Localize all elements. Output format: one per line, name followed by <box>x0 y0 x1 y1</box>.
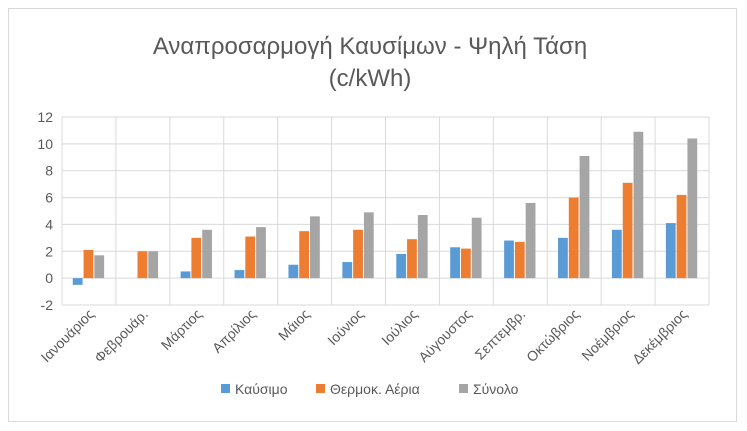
x-tick-label: Οκτώβριος <box>523 306 582 365</box>
bar <box>72 278 83 285</box>
legend-label: Καύσιμο <box>235 381 288 397</box>
bar <box>687 138 698 279</box>
y-tick-label: 12 <box>37 109 53 125</box>
bar <box>256 227 266 279</box>
bar <box>471 217 482 279</box>
chart-title: Αναπροσαρμογή Καυσίμων - Ψηλή Τάση <box>153 33 587 60</box>
bar <box>417 215 428 279</box>
bar <box>234 270 245 279</box>
x-tick-label: Δεκέμβριος <box>629 306 690 367</box>
x-tick-label: Απρίλιος <box>209 306 259 356</box>
bar <box>665 223 676 279</box>
bar <box>676 194 687 279</box>
bar <box>396 253 407 279</box>
fuel-adjustment-chart: Αναπροσαρμογή Καυσίμων - Ψηλή Τάση (c/kW… <box>37 33 710 397</box>
bar <box>558 237 568 279</box>
y-axis-tick-labels: -2 0 2 4 6 8 10 12 <box>37 109 53 313</box>
y-tick-label: 6 <box>45 190 53 206</box>
bar <box>180 271 191 279</box>
bar <box>148 251 159 279</box>
legend-label: Σύνολο <box>473 381 519 397</box>
bar <box>363 212 374 279</box>
bar <box>245 236 256 279</box>
bar <box>504 240 514 279</box>
y-tick-label: -2 <box>41 297 54 313</box>
x-tick-label: Ιανουάριος <box>38 306 98 366</box>
gridlines <box>61 116 710 306</box>
bar <box>525 202 536 279</box>
bar <box>450 247 460 279</box>
bar <box>137 251 148 279</box>
x-tick-label: Μάρτιος <box>158 306 205 353</box>
bar <box>407 239 417 279</box>
bars <box>72 131 698 285</box>
bar <box>460 248 471 279</box>
chart-frame: Αναπροσαρμογή Καυσίμων - Ψηλή Τάση (c/kW… <box>8 8 737 422</box>
y-tick-label: 0 <box>45 270 53 286</box>
bar <box>353 229 363 279</box>
bar <box>310 216 320 279</box>
bar <box>191 237 202 279</box>
chart-subtitle: (c/kWh) <box>329 65 412 92</box>
bar <box>94 255 105 279</box>
y-tick-label: 8 <box>45 163 53 179</box>
bar <box>514 241 525 279</box>
bar <box>611 229 622 279</box>
bar <box>342 262 353 279</box>
x-tick-label: Φεβρουάρ. <box>91 306 151 366</box>
legend-label: Θερμοκ. Αέρια <box>330 381 420 397</box>
x-tick-label: Ιούνιος <box>324 306 367 349</box>
bar <box>299 231 310 279</box>
bar <box>202 229 212 279</box>
x-tick-label: Σεπτεμβρ. <box>472 306 529 363</box>
x-tick-label: Μάιος <box>275 306 313 344</box>
legend: Καύσιμο Θερμοκ. Αέρια Σύνολο <box>221 381 519 397</box>
legend-swatch <box>459 384 468 393</box>
x-tick-label: Αύγουστος <box>415 306 475 366</box>
y-tick-label: 2 <box>45 243 53 259</box>
bar <box>83 249 94 279</box>
legend-swatch <box>221 384 230 393</box>
y-tick-label: 10 <box>37 136 53 152</box>
bar <box>633 131 644 279</box>
bar <box>568 197 579 279</box>
bar <box>622 182 633 279</box>
x-tick-label: Ιούλιος <box>378 306 421 349</box>
bar <box>579 155 590 279</box>
bar <box>288 264 299 279</box>
x-tick-label: Νοέμβριος <box>578 306 636 364</box>
legend-swatch <box>316 384 325 393</box>
y-tick-label: 4 <box>45 216 53 232</box>
